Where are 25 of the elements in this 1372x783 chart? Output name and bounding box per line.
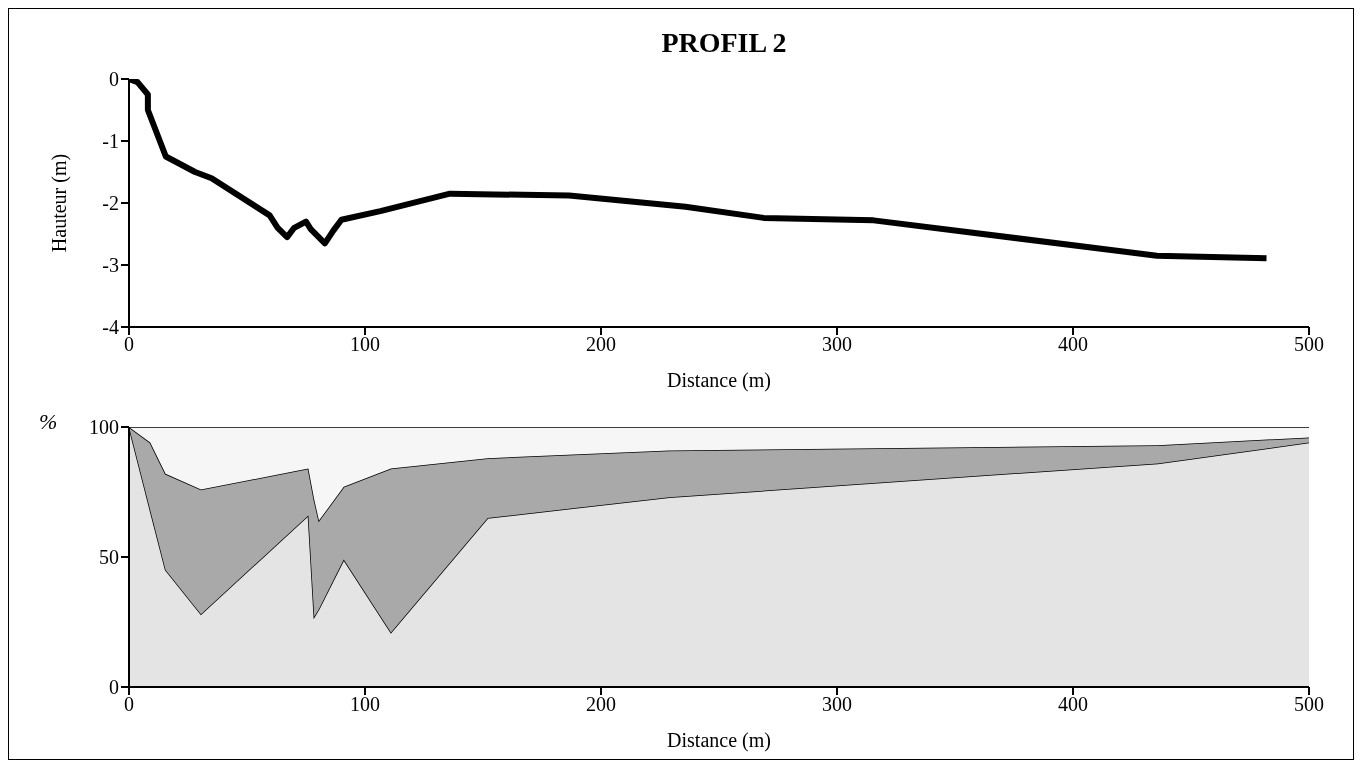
x-axis-title: Distance (m) bbox=[667, 729, 771, 752]
chart-title: PROFIL 2 bbox=[660, 27, 788, 59]
x-tick-label: 100 bbox=[350, 693, 380, 716]
y-tick-label: -2 bbox=[102, 192, 119, 215]
x-tick-label: 500 bbox=[1294, 693, 1324, 716]
y-tick-label: -3 bbox=[102, 254, 119, 277]
x-tick-label: 100 bbox=[350, 333, 380, 356]
y-tick-label: 100 bbox=[89, 416, 119, 439]
x-tick-label: 400 bbox=[1058, 693, 1088, 716]
y-tick-label: -4 bbox=[102, 316, 119, 339]
x-tick-label: 300 bbox=[822, 693, 852, 716]
y-axis-title: % bbox=[39, 408, 58, 434]
y-axis-title: Hauteur (m) bbox=[48, 153, 72, 253]
y-tick-label: 50 bbox=[99, 546, 119, 569]
y-tick-label: 0 bbox=[109, 676, 119, 699]
x-tick-label: 200 bbox=[586, 693, 616, 716]
x-tick-label: 200 bbox=[586, 333, 616, 356]
x-tick-label: 400 bbox=[1058, 333, 1088, 356]
x-tick-label: 500 bbox=[1294, 333, 1324, 356]
x-tick-label: 300 bbox=[822, 333, 852, 356]
y-tick-label: 0 bbox=[109, 68, 119, 91]
x-axis-title: Distance (m) bbox=[667, 369, 771, 392]
y-tick-label: -1 bbox=[102, 130, 119, 153]
x-tick-label: 0 bbox=[124, 693, 134, 716]
x-tick-label: 0 bbox=[124, 333, 134, 356]
